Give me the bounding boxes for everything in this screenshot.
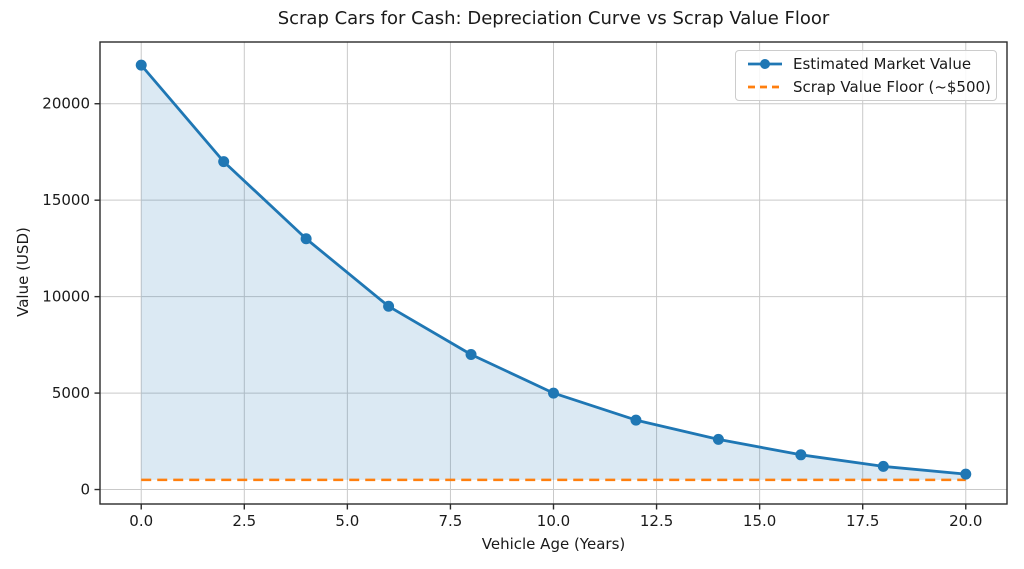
x-tick-label: 2.5: [232, 512, 256, 530]
x-tick-label: 12.5: [640, 512, 673, 530]
legend-label-market-value: Estimated Market Value: [793, 55, 972, 73]
x-tick-label: 15.0: [743, 512, 776, 530]
legend-item-market-value: Estimated Market Value: [736, 54, 996, 74]
chart-title: Scrap Cars for Cash: Depreciation Curve …: [277, 8, 830, 29]
x-tick-label: 17.5: [846, 512, 879, 530]
y-tick-label: 15000: [42, 191, 90, 209]
x-tick-label: 0.0: [129, 512, 153, 530]
x-tick-label: 7.5: [439, 512, 463, 530]
y-tick-label: 5000: [52, 384, 90, 402]
legend-line-sample-blue: [748, 59, 782, 69]
legend-label-scrap-floor: Scrap Value Floor (~$500): [793, 78, 991, 96]
x-tick-label: 5.0: [335, 512, 359, 530]
y-tick-label: 0: [80, 481, 90, 499]
data-point-marker: [465, 349, 477, 361]
data-point-marker: [383, 300, 395, 312]
y-axis-label: Value (USD): [14, 227, 32, 317]
y-tick-label: 20000: [42, 95, 90, 113]
legend-line-sample-orange-dashed: [748, 85, 782, 89]
data-point-marker: [300, 233, 312, 245]
x-axis-label: Vehicle Age (Years): [481, 535, 626, 553]
data-point-marker: [795, 449, 807, 461]
depreciation-fill-area: [141, 65, 966, 480]
x-tick-label: 10.0: [537, 512, 570, 530]
legend-item-scrap-floor: Scrap Value Floor (~$500): [736, 77, 996, 97]
data-point-marker: [548, 387, 559, 399]
data-point-marker: [135, 59, 147, 71]
x-tick-label: 20.0: [949, 512, 982, 530]
data-point-marker: [877, 460, 889, 472]
data-point-marker: [218, 156, 230, 168]
legend: Estimated Market Value Scrap Value Floor…: [735, 50, 997, 101]
y-tick-label: 10000: [42, 288, 90, 306]
data-point-marker: [960, 468, 972, 480]
data-point-marker: [712, 433, 724, 445]
data-point-marker: [630, 414, 642, 426]
